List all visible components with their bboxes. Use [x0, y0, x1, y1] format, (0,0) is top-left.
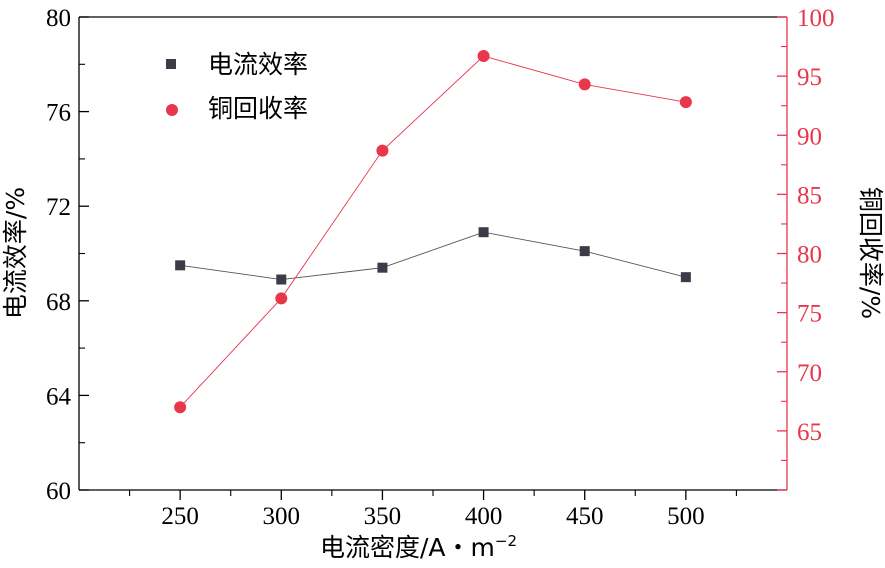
legend: 电流效率 铜回收率 [166, 50, 308, 123]
tick-labels: 250 300 350 400 450 500 60 64 68 72 76 80 65 70 75 80 85… [46, 5, 835, 530]
point-copper-recovery-250 [174, 401, 187, 414]
y-right-tick-label-90: 90 [797, 123, 822, 150]
point-current-efficiency-250 [175, 260, 186, 271]
point-current-efficiency-350 [377, 262, 388, 273]
y-right-tick-label-100: 100 [797, 5, 835, 32]
legend-marker-copper-recovery [166, 104, 178, 116]
y-right-tick-label-85: 85 [797, 182, 822, 209]
legend-label-current-efficiency: 电流效率 [208, 50, 308, 79]
y-right-tick-label-95: 95 [797, 64, 822, 91]
point-current-efficiency-500 [680, 272, 691, 283]
legend-marker-current-efficiency [166, 59, 176, 69]
y-right-tick-label-70: 70 [797, 360, 822, 387]
point-copper-recovery-400 [477, 50, 490, 63]
y-axis-title-left: 电流效率/% [1, 187, 30, 319]
y-left-tick-label-60: 60 [46, 478, 71, 505]
series-points [174, 50, 692, 414]
y-right-tick-label-75: 75 [797, 301, 822, 328]
y-right-tick-label-65: 65 [797, 419, 822, 446]
point-copper-recovery-350 [376, 144, 389, 157]
point-copper-recovery-500 [679, 96, 692, 109]
ticks [79, 16, 787, 500]
point-copper-recovery-450 [578, 78, 591, 91]
x-tick-label-450: 450 [566, 503, 604, 530]
x-tick-label-300: 300 [263, 503, 301, 530]
point-current-efficiency-450 [579, 246, 590, 257]
y-left-tick-label-72: 72 [46, 194, 71, 221]
point-current-efficiency-300 [276, 274, 287, 285]
series-line-copper-recovery [179, 55, 686, 408]
series-line-current-efficiency [180, 231, 686, 280]
x-tick-label-350: 350 [364, 503, 402, 530]
y-left-tick-label-76: 76 [46, 100, 71, 127]
point-current-efficiency-400 [478, 227, 489, 238]
series-lines [179, 55, 686, 408]
y-left-tick-label-80: 80 [46, 5, 71, 32]
axes [78, 16, 788, 491]
y-left-tick-label-68: 68 [46, 289, 71, 316]
x-tick-label-500: 500 [667, 503, 705, 530]
x-tick-label-400: 400 [465, 503, 503, 530]
y-axis-title-right: 铜回收率/% [856, 187, 885, 319]
x-axis-title: 电流密度/A・m−2 [320, 532, 517, 562]
y-right-tick-label-80: 80 [797, 242, 822, 269]
point-copper-recovery-300 [275, 292, 288, 305]
y-left-tick-label-64: 64 [46, 383, 72, 410]
legend-label-copper-recovery: 铜回收率 [208, 94, 308, 123]
x-tick-label-250: 250 [161, 503, 199, 530]
